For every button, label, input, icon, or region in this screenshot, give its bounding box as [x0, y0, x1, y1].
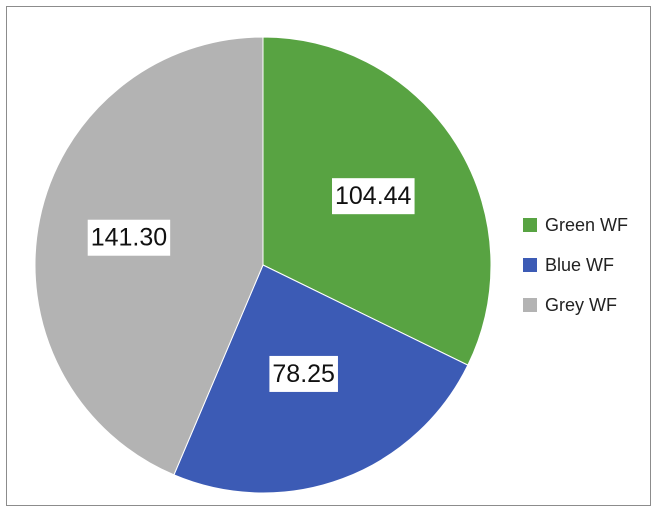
legend: Green WF Blue WF Grey WF	[523, 215, 628, 315]
legend-label: Green WF	[545, 215, 628, 235]
legend-swatch	[523, 218, 537, 232]
legend-swatch	[523, 258, 537, 272]
legend-item-green-wf: Green WF	[523, 215, 628, 235]
data-label-text: 141.30	[91, 224, 167, 252]
legend-item-blue-wf: Blue WF	[523, 255, 614, 275]
pie-slices	[35, 37, 491, 493]
data-label-blue-wf: 78.25	[269, 356, 338, 392]
data-label-green-wf: 104.44	[332, 178, 415, 214]
legend-label: Blue WF	[545, 255, 614, 275]
legend-item-grey-wf: Grey WF	[523, 295, 617, 315]
data-label-text: 78.25	[272, 360, 335, 388]
data-label-grey-wf: 141.30	[88, 220, 170, 256]
legend-label: Grey WF	[545, 295, 617, 315]
legend-swatch	[523, 298, 537, 312]
data-label-text: 104.44	[335, 182, 412, 210]
